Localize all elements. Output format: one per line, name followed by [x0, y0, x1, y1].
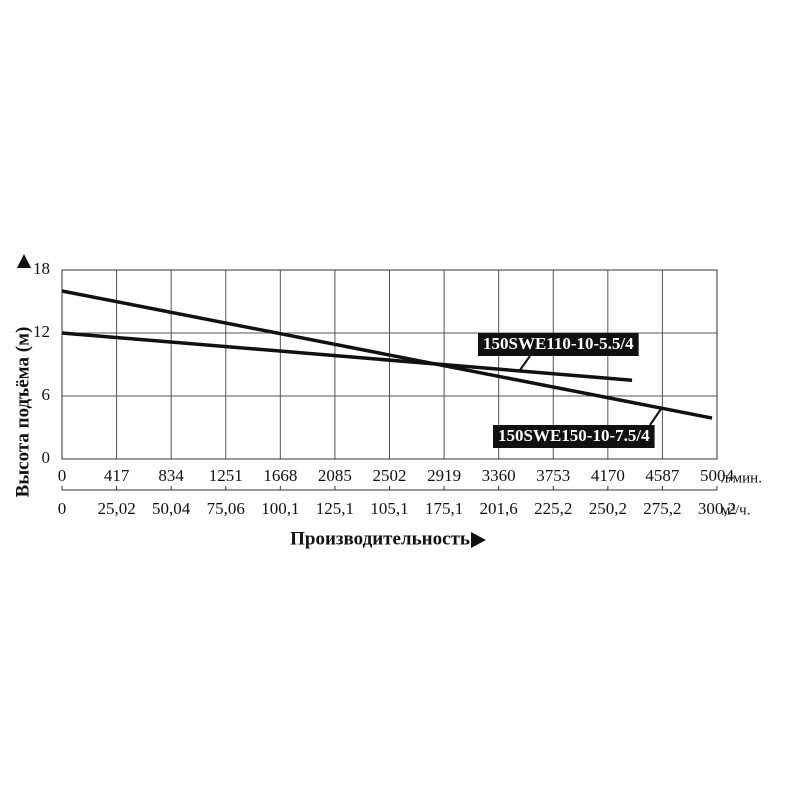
series-line [61, 289, 713, 420]
y-tick-label: 6 [42, 385, 51, 404]
x-tick-label: 3753 [536, 466, 570, 485]
series-line [61, 331, 633, 382]
x-axis-label: Производительность [290, 528, 470, 549]
x-tick-label: 1668 [263, 466, 297, 485]
x-tick-label: 417 [104, 466, 130, 485]
x-tick-label: 2502 [373, 466, 407, 485]
leader-line [649, 408, 662, 426]
x-tick-label: 2919 [427, 466, 461, 485]
x2-tick-label: 275,2 [643, 499, 681, 518]
x-arrow [471, 532, 486, 548]
legend-label: 150SWE150-10-7.5/4 [498, 426, 650, 445]
x-tick-label: 834 [158, 466, 184, 485]
x2-tick-label: 250,2 [589, 499, 627, 518]
x2-tick-label: 225,2 [534, 499, 572, 518]
x-tick-label: 5004 [700, 466, 735, 485]
x2-unit: м³/ч. [721, 502, 750, 518]
x2-tick-label: 300,2 [698, 499, 736, 518]
legend-label: 150SWE110-10-5.5/4 [483, 334, 634, 353]
leader-line [519, 355, 531, 371]
x-tick-label: 4587 [645, 466, 680, 485]
x-unit: л/мин. [721, 470, 762, 486]
x2-tick-label: 100,1 [261, 499, 299, 518]
x2-tick-label: 201,6 [480, 499, 518, 518]
y-tick-label: 12 [33, 322, 50, 341]
x-tick-label: 2085 [318, 466, 352, 485]
y-tick-label: 0 [42, 448, 51, 467]
y-label-group: Высота подъёма (м) [12, 254, 33, 497]
label-box [493, 425, 655, 448]
x-tick-label: 1251 [209, 466, 243, 485]
x2-tick-label: 75,06 [207, 499, 245, 518]
x2-tick-label: 175,1 [425, 499, 463, 518]
x-tick-label: 0 [58, 466, 67, 485]
label-box [478, 333, 639, 356]
x2-tick-label: 105,1 [370, 499, 408, 518]
x-tick-label: 4170 [591, 466, 625, 485]
x2-tick-label: 50,04 [152, 499, 191, 518]
y-axis-label: Высота подъёма (м) [12, 327, 33, 498]
x2-tick-label: 0 [58, 499, 67, 518]
x-tick-label: 3360 [482, 466, 516, 485]
x2-tick-label: 125,1 [316, 499, 354, 518]
plot-frame [61, 269, 718, 460]
y-arrow [17, 254, 31, 268]
y-tick-label: 18 [33, 259, 50, 278]
x2-tick-label: 25,02 [97, 499, 135, 518]
